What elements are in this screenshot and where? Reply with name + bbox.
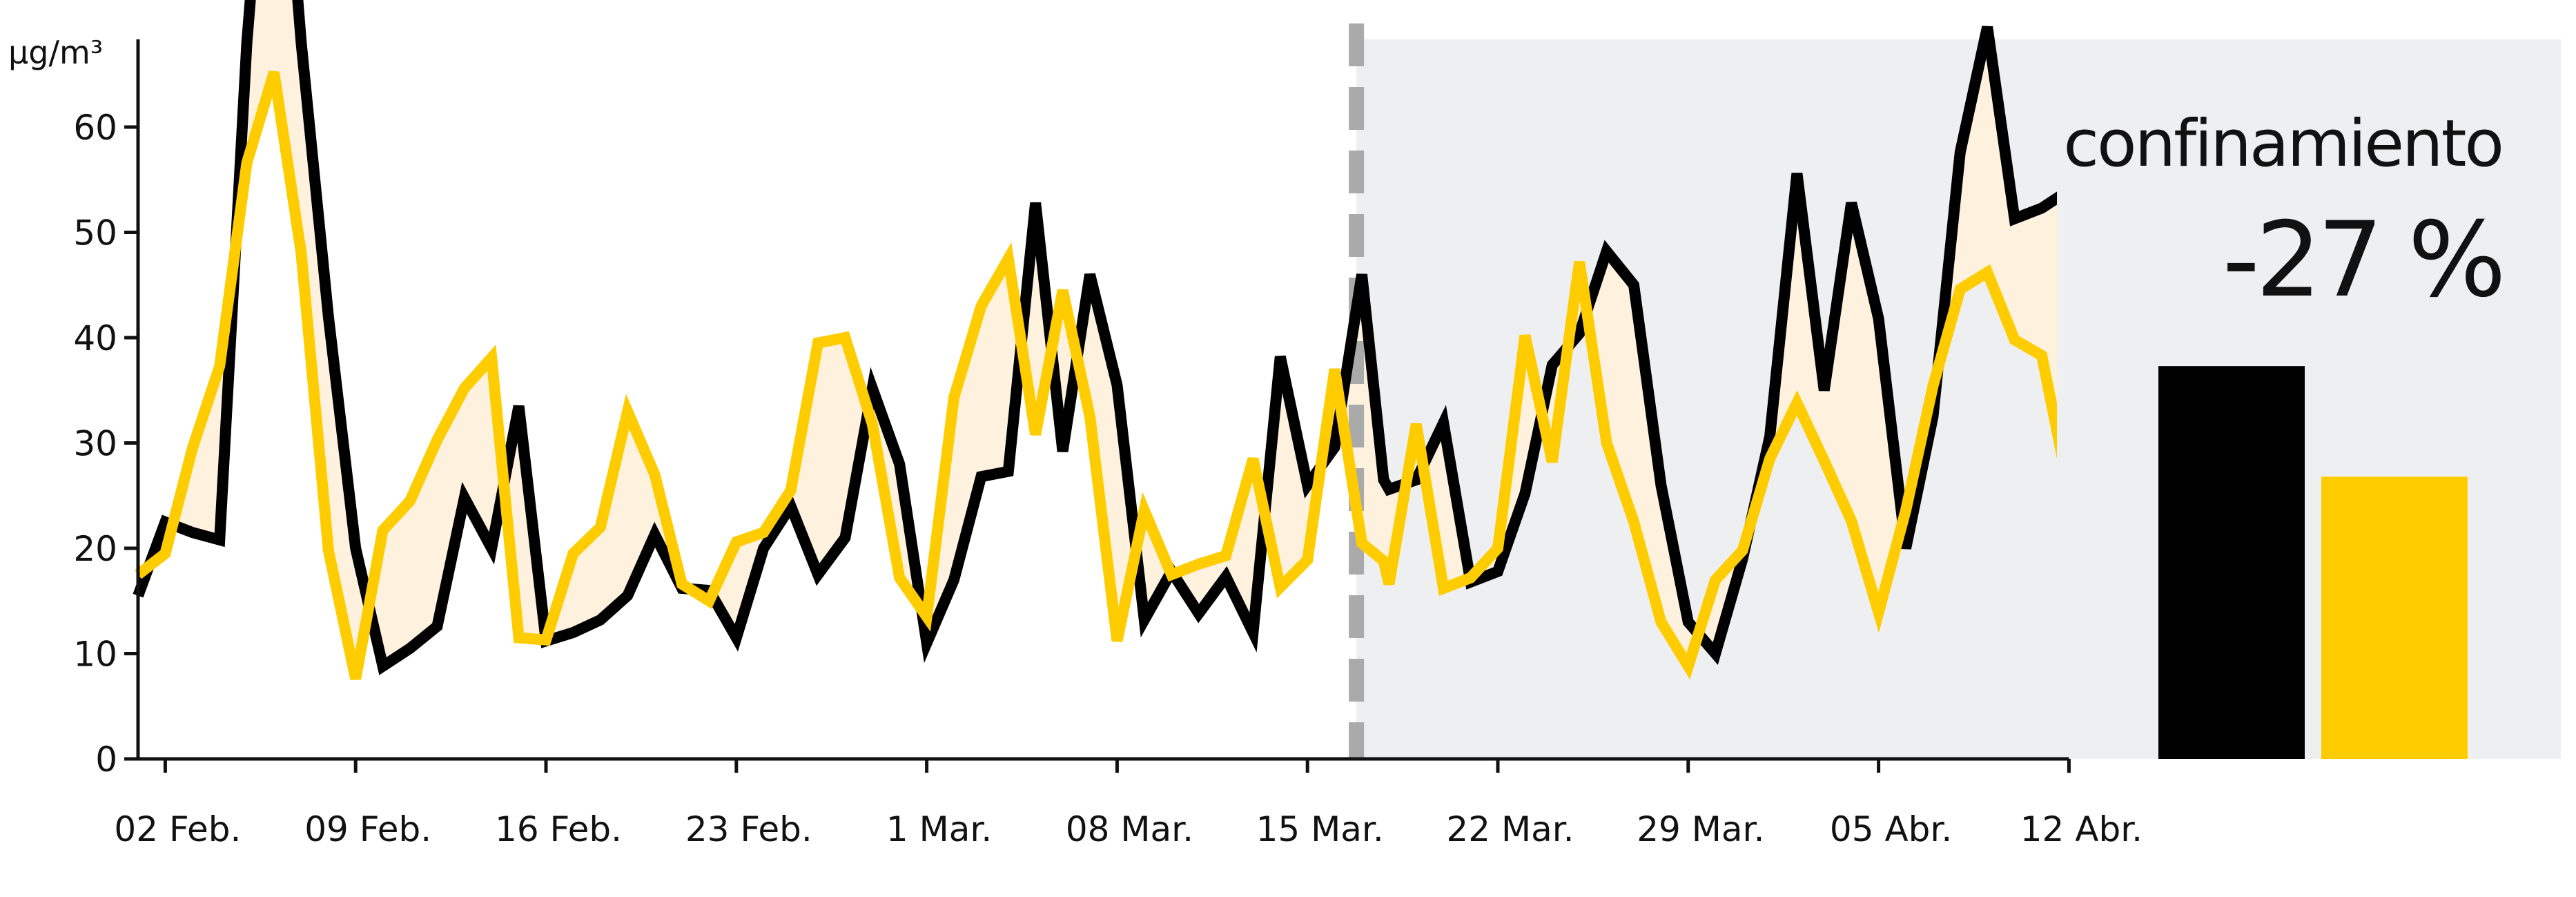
x-tick-label: 12 Abr. bbox=[2020, 809, 2143, 849]
y-tick-label: 20 bbox=[73, 529, 117, 569]
y-tick-label: 50 bbox=[73, 213, 117, 253]
y-tick-label: 0 bbox=[95, 740, 117, 780]
y-tick-label: 60 bbox=[73, 108, 117, 148]
x-tick-label: 15 Mar. bbox=[1256, 809, 1384, 849]
y-axis: 0 10 20 30 40 50 60 bbox=[73, 39, 140, 780]
x-axis: 02 Feb. 09 Feb. 16 Feb. 23 Feb. 1 Mar. 08 Mar… bbox=[114, 757, 2143, 849]
summary-bar-1 bbox=[2158, 366, 2305, 759]
x-tick-label: 08 Mar. bbox=[1066, 809, 1193, 849]
x-tick-label: 29 Mar. bbox=[1637, 809, 1764, 849]
x-tick-label: 02 Feb. bbox=[114, 809, 241, 849]
lines-layer bbox=[133, 0, 2057, 680]
y-tick-label: 40 bbox=[73, 318, 117, 358]
y-tick-label: 30 bbox=[73, 424, 117, 464]
summary-panel-background bbox=[2064, 39, 2561, 759]
y-unit-label: µg/m³ bbox=[8, 34, 103, 71]
lockdown-label: confinamiento bbox=[2063, 106, 2502, 182]
difference-fill bbox=[138, 0, 2057, 679]
x-tick-label: 05 Abr. bbox=[1830, 809, 1952, 849]
x-tick-label: 1 Mar. bbox=[886, 809, 992, 849]
y-tick-label: 10 bbox=[73, 635, 117, 675]
x-tick-label: 09 Feb. bbox=[304, 809, 431, 849]
series-line-2 bbox=[135, 70, 2057, 680]
x-tick-label: 23 Feb. bbox=[685, 809, 812, 849]
difference-area bbox=[138, 0, 2057, 679]
lockdown-change: -27 % bbox=[2223, 200, 2502, 320]
summary-bars bbox=[2158, 366, 2468, 759]
summary-bar-2 bbox=[2321, 476, 2468, 759]
x-tick-label: 22 Mar. bbox=[1446, 809, 1574, 849]
x-tick-label: 16 Feb. bbox=[495, 809, 622, 849]
